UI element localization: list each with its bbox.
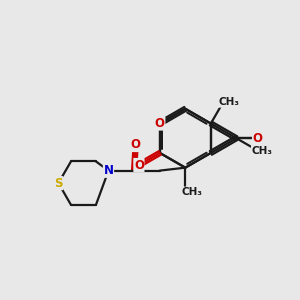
Text: O: O bbox=[253, 132, 262, 145]
Text: CH₃: CH₃ bbox=[181, 187, 202, 197]
Text: CH₃: CH₃ bbox=[251, 146, 272, 156]
Text: CH₃: CH₃ bbox=[218, 97, 239, 107]
Text: O: O bbox=[155, 117, 165, 130]
Text: O: O bbox=[130, 139, 141, 152]
Text: S: S bbox=[54, 177, 63, 190]
Text: O: O bbox=[134, 158, 144, 172]
Text: N: N bbox=[103, 164, 113, 177]
Text: N: N bbox=[103, 164, 113, 177]
